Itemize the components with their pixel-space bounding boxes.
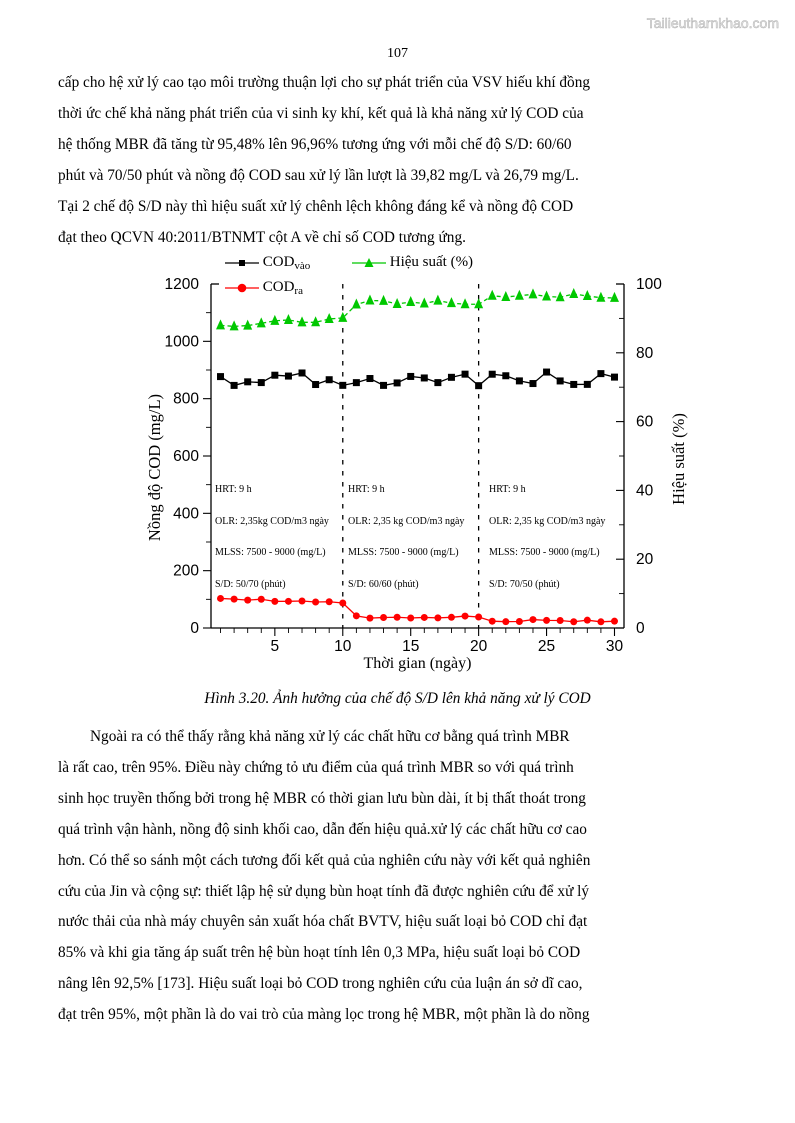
svg-text:20: 20 (636, 551, 654, 568)
svg-text:5: 5 (271, 638, 280, 655)
svg-text:40: 40 (636, 482, 654, 499)
svg-text:200: 200 (173, 563, 199, 580)
svg-text:800: 800 (173, 391, 199, 408)
svg-text:10: 10 (334, 638, 352, 655)
svg-text:1000: 1000 (165, 333, 200, 350)
svg-text:100: 100 (636, 276, 662, 293)
svg-text:30: 30 (606, 638, 624, 655)
svg-text:0: 0 (636, 620, 645, 637)
svg-text:1200: 1200 (165, 276, 200, 293)
svg-text:0: 0 (190, 620, 199, 637)
svg-text:60: 60 (636, 414, 654, 431)
svg-text:80: 80 (636, 345, 654, 362)
svg-text:20: 20 (470, 638, 488, 655)
svg-text:600: 600 (173, 448, 199, 465)
svg-text:400: 400 (173, 505, 199, 522)
svg-text:25: 25 (538, 638, 555, 655)
svg-text:15: 15 (402, 638, 419, 655)
